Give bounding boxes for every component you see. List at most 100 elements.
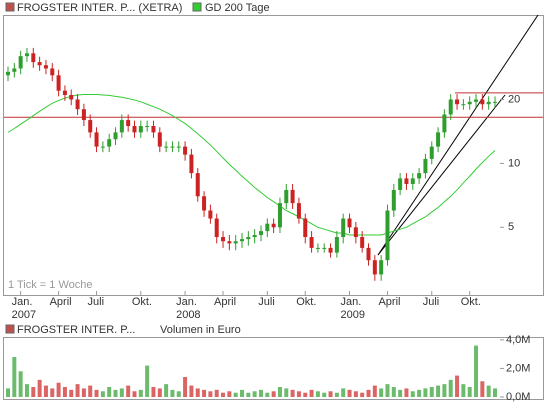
volume-bar (157, 388, 162, 397)
x-tick-label: Juli (88, 296, 105, 308)
candle-body (246, 237, 251, 240)
candle-body (227, 241, 232, 244)
volume-bar (31, 387, 36, 397)
legend-swatch (192, 2, 202, 12)
x-tick-label: Jan. 2009 (341, 296, 365, 321)
candle-body (12, 68, 17, 72)
volume-bar (18, 371, 23, 397)
volume-bar (100, 391, 105, 397)
candle-body (455, 99, 460, 105)
volume-bar (132, 391, 137, 397)
candle-body (94, 132, 99, 147)
x-tick-label: Jan. 2008 (176, 296, 200, 321)
candle-body (119, 120, 124, 133)
volume-bar (379, 388, 384, 397)
volume-bar (322, 392, 327, 397)
candle-body (88, 120, 93, 133)
volume-bar (455, 375, 460, 397)
volume-bar (50, 388, 55, 397)
volume-bar (170, 389, 175, 397)
volume-bar (398, 389, 403, 397)
candle-body (366, 247, 371, 261)
candle-body (18, 56, 23, 69)
trend-line (377, 94, 506, 256)
volume-bar (404, 388, 409, 397)
volume-bar (88, 385, 93, 397)
volume-bar (391, 387, 396, 397)
y-tick-label: 2,0M (506, 362, 530, 374)
volume-bar (410, 391, 415, 397)
candle-body (252, 235, 257, 238)
candle-body (429, 146, 434, 159)
candle-body (221, 237, 226, 242)
candle-body (202, 196, 207, 211)
candle-body (100, 146, 105, 148)
candle-body (417, 173, 422, 179)
legend-label: GD 200 Tage (205, 2, 270, 14)
candle-body (328, 247, 333, 253)
volume-bar (227, 391, 232, 397)
candle-body (126, 120, 131, 127)
volume-bar (176, 391, 181, 397)
volume-bar (448, 379, 453, 397)
candle-body (81, 109, 86, 121)
candle-body (265, 223, 270, 232)
candle-body (43, 65, 48, 69)
candle-body (233, 241, 238, 244)
legend-swatch (5, 2, 15, 12)
x-tick-label: April (378, 296, 400, 308)
volume-bar (189, 385, 194, 397)
volume-bar (94, 389, 99, 397)
volume-bar (360, 392, 365, 397)
candle-body (391, 189, 396, 211)
candle-body (353, 227, 358, 238)
candle-body (277, 203, 282, 228)
candle-body (379, 260, 384, 275)
volume-bar (461, 384, 466, 397)
candle-body (6, 71, 10, 76)
candle-body (341, 218, 346, 238)
candle-body (322, 247, 327, 249)
candle-body (138, 126, 143, 133)
chart-title: Volumen in Euro (160, 324, 241, 336)
volume-bar (328, 391, 333, 397)
volume-bar (309, 389, 314, 397)
volume-bar (353, 391, 358, 397)
volume-bar (341, 388, 346, 397)
candle-body (423, 158, 428, 174)
legend-label: FROGSTER INTER. P... (17, 324, 135, 336)
volume-bar (126, 385, 131, 397)
y-tick-label: 0,0M (506, 391, 530, 403)
volume-bar (37, 379, 42, 397)
volume-bar (221, 392, 226, 397)
volume-bar (12, 357, 17, 397)
candle-body (240, 239, 245, 242)
volume-bar (315, 391, 320, 397)
volume-bar (145, 365, 150, 397)
candle-body (360, 237, 365, 248)
candle-body (385, 210, 390, 261)
volume-bar (107, 387, 112, 397)
volume-bar (240, 389, 245, 397)
y-tick-label: 10 (508, 157, 520, 169)
volume-bar (271, 391, 276, 397)
candle-body (214, 218, 219, 238)
candle-body (493, 101, 497, 103)
volume-bar (233, 392, 238, 397)
candle-body (442, 114, 447, 133)
candle-body (334, 237, 339, 253)
volume-bar (258, 389, 263, 397)
candle-body (315, 247, 320, 249)
candle-body (113, 132, 118, 140)
candle-body (62, 90, 67, 95)
volume-bar (296, 391, 301, 397)
volume-bar (467, 387, 472, 397)
moving-average-line (7, 94, 496, 236)
candle-body (303, 218, 308, 238)
candle-body (157, 132, 162, 147)
x-tick-label: Juli (423, 296, 440, 308)
price-panel (3, 15, 544, 296)
volume-bar (6, 388, 10, 397)
candle-body (271, 223, 276, 228)
